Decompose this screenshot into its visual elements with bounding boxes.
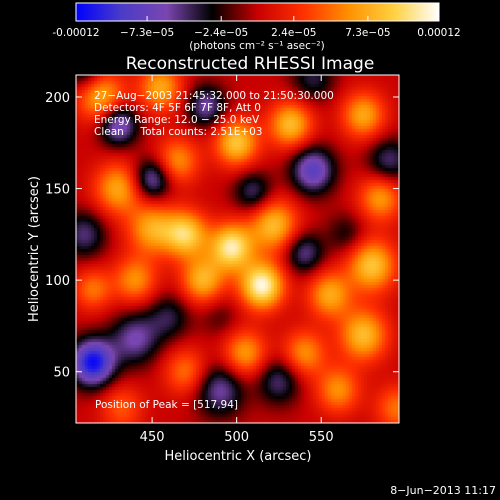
plot-border [75,74,400,424]
colorbar-tick-label: 0.00012 [417,27,460,39]
plot-frame [75,74,400,424]
x-tick-label: 500 [224,430,249,445]
colorbar: -0.00012 −7.3e−05 −2.4e−05 2.4e−05 7.3e−05 0.… [52,2,461,52]
colorbar-tick-label: -0.00012 [52,27,99,39]
colorbar-frame [75,2,440,22]
y-axis: 50 100 150 200 [45,91,399,381]
colorbar-tick-label: −2.4e−05 [194,27,248,39]
y-axis-label: Heliocentric Y (arcsec) [27,176,42,322]
colorbar-unit-label: (photons cm⁻² s⁻¹ asec⁻²) [189,40,324,52]
chart-title: Reconstructed RHESSI Image [126,54,375,74]
heatmap-image [76,75,399,423]
x-tick-label: 450 [140,430,165,445]
colorbar-tick-label: 2.4e−05 [271,27,316,39]
annotation-clean-counts: Clean Total counts: 2.51E+03 [94,126,263,138]
colorbar-tick-label: −7.3e−05 [120,27,174,39]
colorbar-ticks: -0.00012 −7.3e−05 −2.4e−05 2.4e−05 7.3e−05 0.… [52,16,461,39]
annotation-energy-range: Energy Range: 12.0 − 25.0 keV [94,114,260,126]
peak-position-label: Position of Peak = [517,94] [95,399,238,411]
generation-timestamp: 8−Jun−2013 11:17 [390,484,496,497]
x-tick-label: 550 [309,430,334,445]
x-axis-label: Heliocentric X (arcsec) [165,449,312,464]
y-tick-label: 200 [45,91,70,106]
annotation-time-range: 27−Aug−2003 21:45:32.000 to 21:50:30.000 [94,90,334,102]
x-axis: 450 500 550 [140,75,334,445]
colorbar-gradient [76,3,439,21]
annotation-detectors: Detectors: 4F 5F 6F 7F 8F, Att 0 [94,102,261,114]
observation-annotations: 27−Aug−2003 21:45:32.000 to 21:50:30.000… [94,90,334,138]
y-tick-label: 50 [53,366,70,381]
colorbar-tick-label: 7.3e−05 [345,27,390,39]
y-tick-label: 150 [45,183,70,198]
plot-area: 450 500 550 50 100 150 200 27−Aug−2003 21:45:… [45,74,400,445]
y-tick-label: 100 [45,274,70,289]
